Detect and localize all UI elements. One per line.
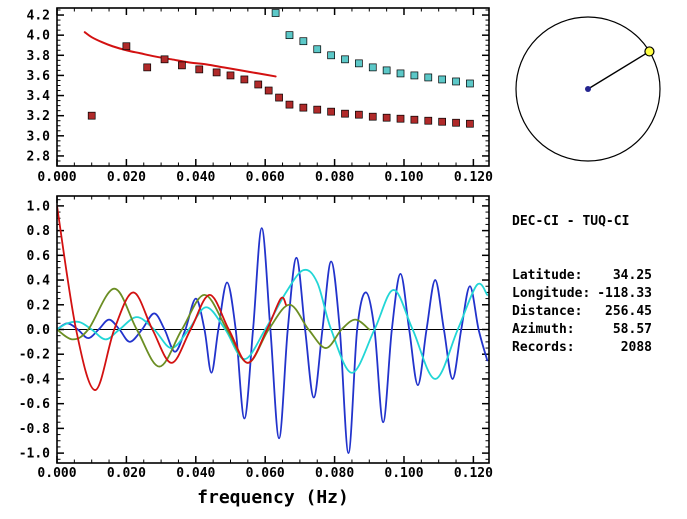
x-tick-label: 0.060: [246, 170, 285, 185]
plot-frame: [56, 7, 490, 167]
info-row: Records: 2088: [512, 339, 652, 357]
y-tick-label: 0.4: [27, 274, 51, 289]
velocity-dispersion-chart: 0.000 0.020 0.040 0.060 0.080 0.100 0.120 2.8 3.…: [27, 7, 493, 185]
y-tick-label: 0.6: [27, 249, 51, 264]
y-tick-label: 0.2: [27, 298, 50, 313]
info-label: Azimuth:: [512, 322, 575, 337]
series-green-trace: [57, 287, 371, 368]
info-row: Azimuth: 58.57: [512, 321, 652, 339]
info-value: -118.33: [597, 286, 652, 301]
x-tick-label: 0.040: [176, 466, 215, 481]
y-tick-label: -0.8: [19, 422, 50, 437]
info-row: Latitude: 34.25: [512, 267, 652, 285]
x-tick-label: 0.100: [384, 170, 423, 185]
y-tick-label: 1.0: [27, 199, 51, 214]
x-tick-label: 0.020: [107, 466, 146, 481]
series-cyan-trace: [57, 268, 489, 380]
info-value: 58.57: [612, 322, 652, 337]
info-row: Distance: 256.45: [512, 303, 652, 321]
y-tick-label: -1.0: [19, 447, 50, 462]
x-tick-label: 0.080: [315, 466, 354, 481]
azimuth-dial: [515, 16, 661, 162]
series-blue-trace: [57, 227, 489, 455]
x-tick-label: 0.000: [37, 170, 76, 185]
info-row: Longitude: -118.33: [512, 285, 652, 303]
y-tick-label: 3.8: [27, 49, 51, 64]
dial-circle: [515, 16, 661, 162]
x-tick-label: 0.100: [384, 466, 423, 481]
info-value: 34.25: [612, 268, 652, 283]
info-label: Latitude:: [512, 268, 583, 283]
x-tick-label: 0.080: [315, 170, 354, 185]
y-tick-label: 0.0: [27, 323, 51, 338]
frequency-series-chart: 0.000 0.020 0.040 0.060 0.080 0.100 0.120 -1.0 -…: [19, 195, 493, 508]
x-tick-label: 0.040: [176, 170, 215, 185]
y-tick-label: 4.2: [27, 9, 50, 24]
info-value: 256.45: [605, 304, 652, 319]
series-red-velocity-measurements: [87, 42, 474, 128]
x-tick-label: 0.060: [246, 466, 285, 481]
info-value: 2088: [620, 340, 652, 355]
y-tick-label: 3.4: [27, 89, 51, 104]
y-tick-label: -0.4: [19, 372, 50, 387]
y-tick-label: -0.2: [19, 348, 50, 363]
station-info-rows: Latitude: 34.25 Longitude: -118.33 Distance:…: [512, 267, 652, 357]
y-tick-label: -0.6: [19, 397, 50, 412]
x-tick-label: 0.120: [454, 170, 493, 185]
y-tick-label: 2.8: [27, 149, 51, 164]
station-pair-title: DEC-CI - TUQ-CI: [512, 214, 630, 229]
x-tick-label: 0.020: [107, 170, 146, 185]
series-red-trace: [57, 204, 287, 391]
series-reference-curve: [83, 31, 277, 78]
y-tick-label: 3.2: [27, 109, 50, 124]
x-tick-label: 0.000: [37, 466, 76, 481]
y-tick-label: 3.6: [27, 69, 51, 84]
dial-center-dot: [585, 86, 591, 92]
series-cyan-velocity-measurements: [271, 9, 474, 88]
station-info-panel: DEC-CI - TUQ-CI Latitude: 34.25 Longitude:…: [512, 177, 652, 393]
y-tick-label: 3.0: [27, 129, 51, 144]
azimuth-marker: [644, 46, 655, 57]
y-tick-label: 0.8: [27, 224, 51, 239]
x-axis-title: frequency (Hz): [197, 487, 349, 508]
azimuth-pointer: [587, 50, 650, 90]
plot-frame: [56, 195, 490, 464]
info-label: Longitude:: [512, 286, 591, 301]
y-tick-label: 4.0: [27, 29, 51, 44]
x-tick-label: 0.120: [454, 466, 493, 481]
info-label: Distance:: [512, 304, 583, 319]
info-label: Records:: [512, 340, 575, 355]
